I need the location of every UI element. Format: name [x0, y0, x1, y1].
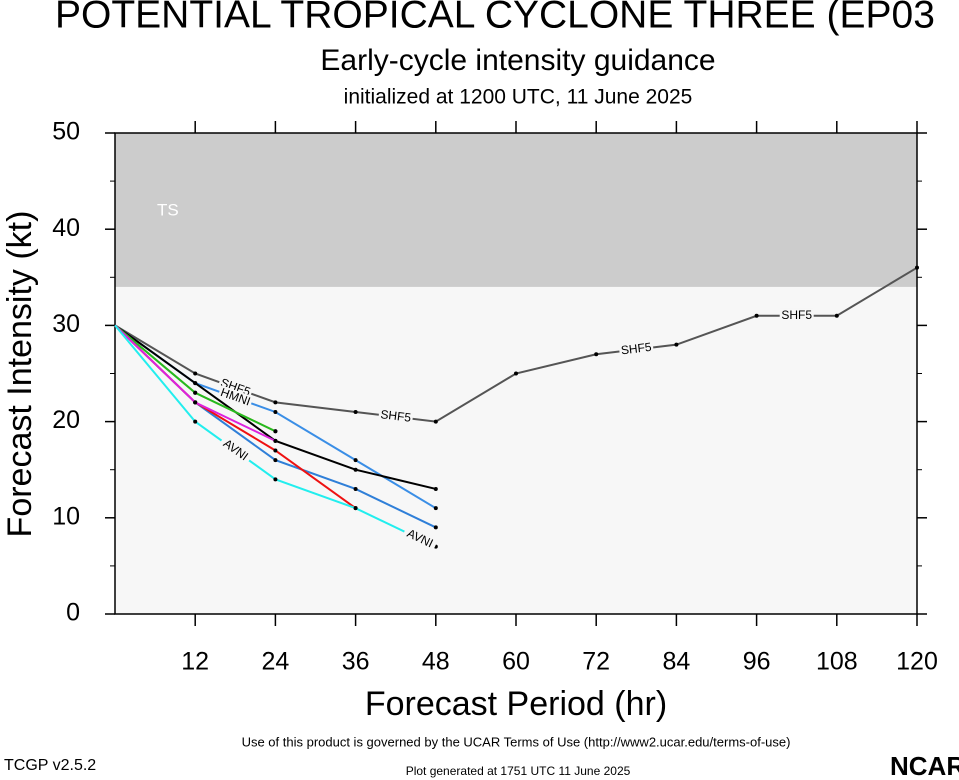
series-point	[514, 371, 518, 376]
x-tick-label: 48	[422, 648, 450, 676]
chart-subtitle: Early-cycle intensity guidance	[320, 44, 715, 77]
series-point	[193, 381, 198, 386]
init-text: initialized at 1200 UTC, 11 June 2025	[344, 86, 693, 109]
series-point	[433, 525, 438, 530]
series-point	[433, 486, 438, 491]
series-point	[273, 429, 278, 434]
series-point	[915, 265, 919, 270]
series-label-bg	[779, 308, 814, 323]
y-tick-label: 20	[52, 406, 80, 434]
y-axis-label: Forecast Intensity (kt)	[1, 211, 39, 538]
series-point	[834, 313, 839, 318]
series-label: SHF5	[781, 308, 812, 322]
x-tick-label: 96	[743, 648, 771, 676]
intensity-band	[115, 133, 917, 287]
series-label-bg	[377, 407, 414, 426]
footer-version: TCGP v2.5.2	[4, 757, 96, 774]
series-point	[594, 352, 599, 357]
series-point	[353, 409, 358, 414]
series-label-bg	[217, 434, 254, 467]
series-point	[193, 371, 198, 376]
series-point	[193, 400, 198, 405]
series-point	[273, 400, 278, 405]
series-label-bg	[618, 340, 655, 359]
series-point	[193, 390, 198, 395]
logo: NCAR	[890, 751, 959, 780]
band-label: TS	[157, 200, 179, 219]
series-point	[273, 448, 278, 453]
footer-generated: Plot generated at 1751 UTC 11 June 2025	[406, 764, 631, 778]
series-point	[273, 438, 278, 443]
y-tick-label: 40	[52, 214, 80, 242]
series-point	[754, 313, 759, 318]
series-point	[353, 506, 358, 511]
y-tick-label: 30	[52, 310, 80, 338]
series-label: SHF5	[380, 407, 412, 425]
series-point	[193, 419, 198, 424]
series-point	[674, 342, 679, 347]
footer-terms: Use of this product is governed by the U…	[242, 734, 791, 749]
series-point	[433, 506, 438, 511]
series-label-bg	[401, 525, 439, 553]
y-tick-label: 50	[52, 118, 80, 146]
x-tick-label: 120	[896, 648, 938, 676]
series-point	[353, 467, 358, 472]
x-tick-label: 36	[342, 648, 370, 676]
series-point	[433, 419, 438, 424]
series-label: SHF5	[620, 340, 652, 358]
x-tick-label: 60	[502, 648, 530, 676]
series-point	[353, 458, 358, 463]
x-tick-label: 12	[181, 648, 209, 676]
x-tick-label: 72	[582, 648, 610, 676]
series-point	[273, 458, 278, 463]
y-tick-label: 0	[66, 599, 80, 627]
series-point	[353, 486, 358, 491]
series-point	[273, 477, 278, 482]
x-tick-label: 108	[816, 648, 858, 676]
x-tick-label: 84	[662, 648, 690, 676]
y-tick-label: 10	[52, 502, 80, 530]
x-axis-label: Forecast Period (hr)	[365, 685, 667, 723]
series-point	[273, 409, 278, 414]
chart-title: POTENTIAL TROPICAL CYCLONE THREE (EP03	[55, 0, 935, 36]
x-tick-label: 24	[261, 648, 289, 676]
series-label-bg	[216, 385, 254, 410]
